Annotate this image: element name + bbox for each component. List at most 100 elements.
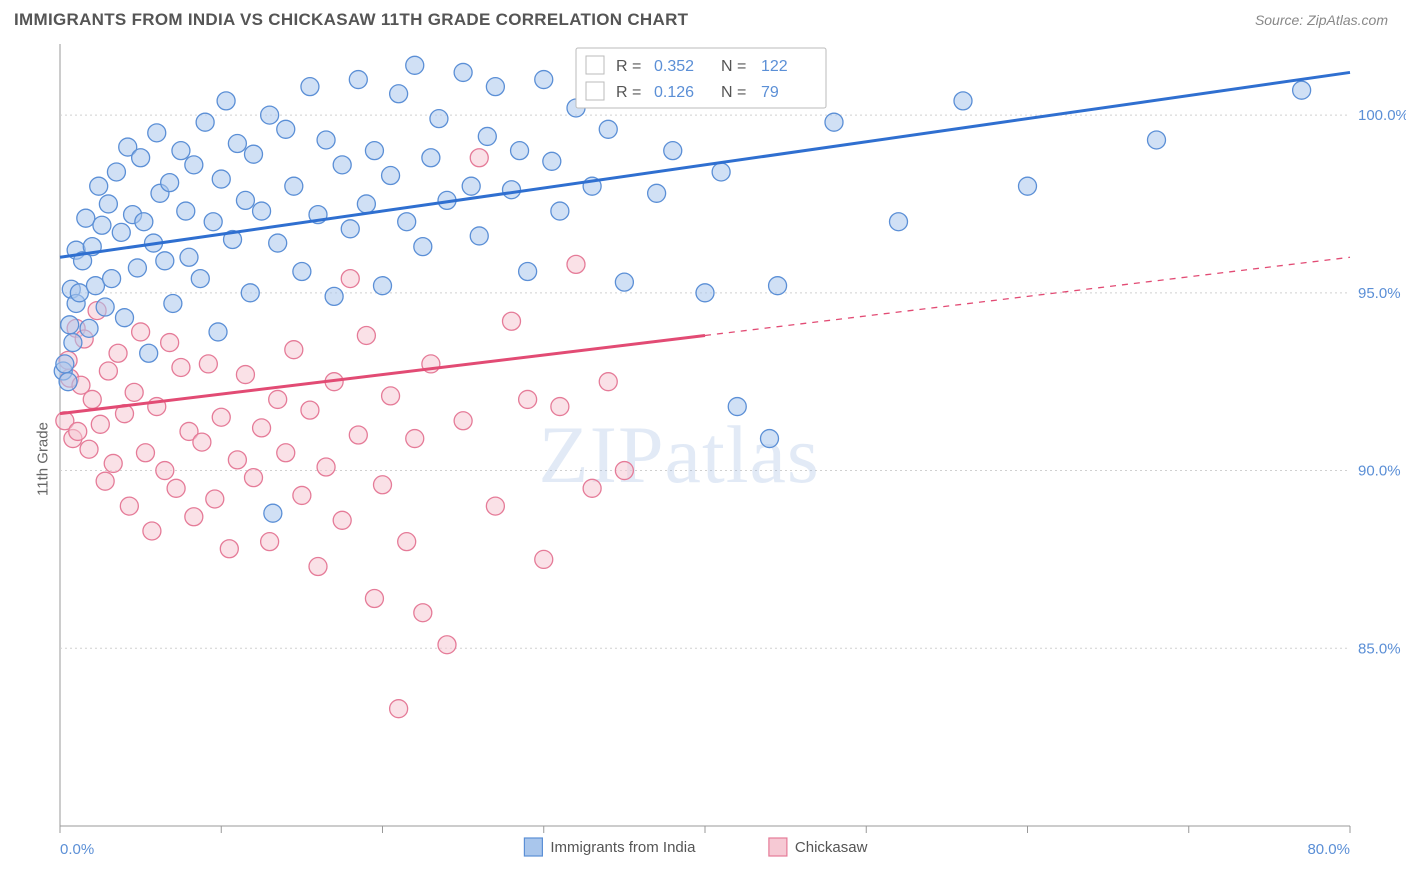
scatter-point [185,156,203,174]
scatter-point [99,195,117,213]
scatter-point [70,284,88,302]
chart-title: IMMIGRANTS FROM INDIA VS CHICKASAW 11TH … [14,10,688,30]
scatter-point [712,163,730,181]
scatter-point [140,344,158,362]
scatter-point [220,540,238,558]
scatter-point [212,408,230,426]
scatter-point [648,184,666,202]
y-tick-label: 100.0% [1358,107,1406,124]
scatter-point [519,390,537,408]
y-tick-label: 85.0% [1358,640,1401,657]
scatter-point [264,504,282,522]
trend-line-dashed [705,257,1350,335]
scatter-point [209,323,227,341]
scatter-point [109,344,127,362]
scatter-point [414,604,432,622]
scatter-point [241,284,259,302]
scatter-point [253,202,271,220]
x-tick-label: 80.0% [1307,841,1350,858]
scatter-point [83,390,101,408]
svg-text:R =: R = [616,84,641,101]
scatter-point [135,213,153,231]
scatter-point [107,163,125,181]
scatter-point [185,508,203,526]
scatter-point [769,277,787,295]
scatter-point [438,636,456,654]
scatter-point [261,533,279,551]
scatter-point [217,92,235,110]
scatter-point [954,92,972,110]
scatter-point [365,142,383,160]
scatter-point [349,71,367,89]
scatter-point [486,497,504,515]
scatter-point [285,341,303,359]
scatter-point [301,78,319,96]
scatter-point [228,451,246,469]
scatter-point [277,444,295,462]
scatter-point [615,462,633,480]
scatter-point [103,270,121,288]
scatter-point [357,326,375,344]
scatter-point [341,270,359,288]
scatter-point [128,259,146,277]
scatter-point [535,550,553,568]
scatter-point [196,113,214,131]
scatter-point [277,120,295,138]
scatter-point [301,401,319,419]
scatter-point [543,152,561,170]
scatter-point [414,238,432,256]
scatter-point [454,63,472,81]
scatter-point [470,149,488,167]
scatter-point [253,419,271,437]
svg-text:Chickasaw: Chickasaw [795,839,868,856]
scatter-point [551,202,569,220]
scatter-point [96,298,114,316]
correlation-statbox: R =0.352N =122R =0.126N =79 [576,48,826,108]
y-tick-label: 95.0% [1358,285,1401,302]
scatter-point [535,71,553,89]
scatter-point [61,316,79,334]
svg-text:Immigrants from India: Immigrants from India [550,839,696,856]
scatter-point [390,85,408,103]
scatter-point [374,277,392,295]
scatter-point [64,334,82,352]
scatter-point [382,167,400,185]
scatter-point [519,262,537,280]
scatter-point [551,398,569,416]
scatter-point [245,469,263,487]
scatter-point [228,135,246,153]
scatter-point [212,170,230,188]
svg-text:R =: R = [616,58,641,75]
svg-text:0.126: 0.126 [654,84,694,101]
scatter-point [293,262,311,280]
scatter-point [333,156,351,174]
scatter-point [599,120,617,138]
scatter-point [454,412,472,430]
scatter-point [99,362,117,380]
scatter-point [503,181,521,199]
scatter-point [167,479,185,497]
scatter-point [104,454,122,472]
scatter-point [365,590,383,608]
scatter-point [80,319,98,337]
scatter-point [191,270,209,288]
scatter-point [172,142,190,160]
scatter-point [261,106,279,124]
scatter-point [293,486,311,504]
scatter-point [112,223,130,241]
chart-area: 11th Grade 85.0%90.0%95.0%100.0%0.0%80.0… [0,36,1406,882]
scatter-point [309,558,327,576]
watermark: ZIPatlas [539,409,820,500]
scatter-point [177,202,195,220]
y-axis-label: 11th Grade [34,422,51,496]
scatter-point [96,472,114,490]
scatter-point [325,287,343,305]
scatter-point [406,430,424,448]
scatter-point [825,113,843,131]
scatter-point [349,426,367,444]
scatter-point [77,209,95,227]
scatter-point [486,78,504,96]
scatter-point [430,110,448,128]
scatter-point [180,248,198,266]
scatter-point [398,533,416,551]
